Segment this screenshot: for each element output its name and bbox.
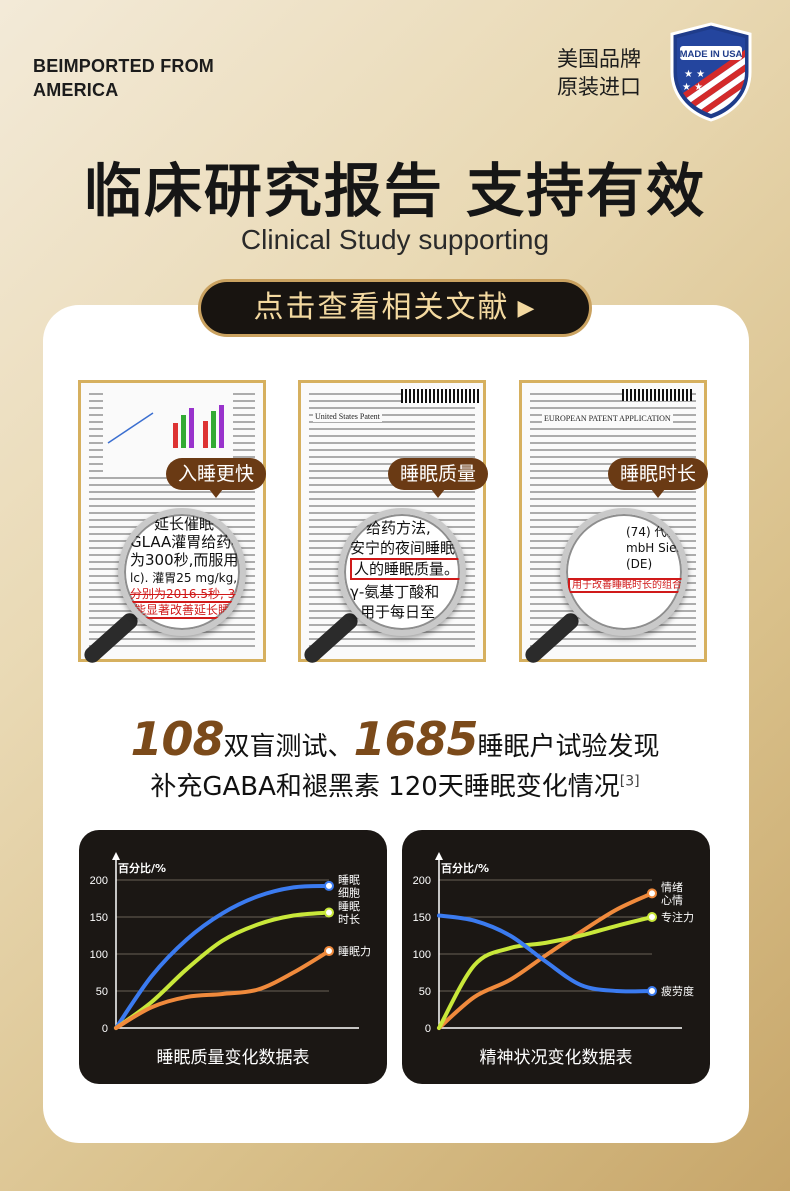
reference-marker: [3] (619, 773, 640, 790)
y-axis-arrow (112, 852, 120, 860)
y-tick-label: 100 (413, 949, 431, 961)
series-label: 睡眠 (338, 900, 360, 913)
subheadline: Clinical Study supporting (240, 224, 550, 255)
lens-line: 分别为2016.5秒, 3000秒 (130, 587, 243, 601)
svg-text:★ ★: ★ ★ (684, 69, 705, 80)
barcode-icon (622, 389, 692, 401)
lens-line: γ-氨基丁酸和 (350, 583, 440, 601)
badge-text: MADE IN USA (680, 49, 743, 60)
origin-text: 美国品牌 原装进口 (557, 45, 641, 101)
chart-title: 精神状况变化数据表 (479, 1048, 633, 1068)
magnifier-lens-1: 延长催眠 GLAA灌胃给药4 为300秒,而服用25 lc). 灌胃25 mg/… (118, 508, 246, 636)
y-axis-arrow (435, 852, 443, 860)
y-axis-label: 百分比/% (441, 861, 489, 875)
series-line (114, 883, 331, 1030)
magnifier-lens-2: 给药方法, 安宁的夜间睡眠 人的睡眠质量。 γ-氨基丁酸和 用于每日至 (338, 508, 466, 636)
lens-line: 用于每日至 (360, 603, 436, 621)
series-end-point (324, 880, 334, 891)
cn-line-2: 原装进口 (557, 75, 641, 99)
study-stats-line: 108双盲测试、1685睡眠户试验发现 (0, 712, 790, 766)
y-tick-label: 150 (90, 912, 108, 924)
series-label: 心情 (661, 894, 683, 907)
series-end-point (324, 946, 334, 957)
made-in-usa-shield-icon: ★ ★ ★ ★ MADE IN USA (670, 22, 752, 122)
series-end-point (324, 907, 334, 918)
lens-line: 给药方法, (366, 519, 431, 537)
double-blind-text: 双盲测试、 (223, 732, 354, 762)
lens-line: 为300秒,而服用25 (130, 551, 246, 569)
y-tick-label: 150 (413, 912, 431, 924)
headline: 临床研究报告 支持有效 (83, 157, 707, 225)
series-label: 时长 (338, 913, 360, 926)
y-tick-label: 0 (102, 1023, 108, 1035)
series-end-point (647, 888, 657, 899)
cn-line-1: 美国品牌 (557, 47, 641, 71)
lens-line: 延长催眠 (154, 515, 215, 533)
tag-sleep-duration: 睡眠时长 (608, 458, 709, 498)
participant-text: 睡眠户试验发现 (477, 732, 660, 762)
document-header: United States Patent (313, 411, 382, 422)
summary-text: 补充GABA和褪黑素 120天睡眠变化情况 (150, 772, 620, 802)
lens-highlight: 用于改善睡眠时长的组合物 (568, 578, 682, 593)
series-label: 疲劳度 (661, 984, 694, 998)
participant-count: 1685 (353, 712, 479, 766)
y-tick-label: 0 (425, 1023, 431, 1035)
magnifier-lens-3: (74) 代表: mbH Sieberts (DE) 用于改善睡眠时长的组合物 (560, 508, 688, 636)
barcode-icon (401, 389, 481, 403)
series-label: 睡眠 (338, 873, 360, 886)
series-end-point (647, 986, 657, 996)
lens-line: mbH Sieberts (626, 541, 685, 555)
lens-line: (DE) (626, 557, 653, 571)
tag-faster-sleep: 入睡更快 (166, 458, 267, 498)
play-arrow-icon: ▶ (517, 296, 537, 321)
mental-state-chart: 0 50 100 150 200 百分比/% 情绪 心情专注力疲劳度 精神状况变化数据表 (402, 830, 710, 1084)
view-literature-label: 点击查看相关文献 (253, 290, 510, 325)
document-header: EUROPEAN PATENT APPLICATION (542, 413, 673, 424)
en-line-2: AMERICA (33, 80, 119, 100)
y-tick-label: 100 (90, 949, 108, 961)
en-line-1: BEIMPORTED FROM (33, 56, 214, 76)
sleep-quality-chart: 0 50 100 150 200 百分比/% 睡眠 细胞 睡眠 时长 睡眠力 睡眠质量变化数据表 (79, 830, 387, 1084)
imported-from-america-text: BEIMPORTED FROM AMERICA (33, 54, 214, 102)
series-line (114, 949, 331, 1030)
lens-line: lc). 灌胃25 mg/kg, 50 mg (130, 571, 240, 585)
series-label: 专注力 (661, 910, 694, 924)
series-label: 睡眠力 (338, 945, 371, 958)
lens-highlight: 人的睡眠质量。 (350, 558, 460, 580)
series-line (437, 891, 654, 1030)
lens-highlight: 能显著改善延长睡眠时间。 (130, 601, 240, 619)
series-label: 细胞 (338, 886, 360, 899)
lens-line: GLAA灌胃给药4 (130, 533, 241, 551)
chart-title: 睡眠质量变化数据表 (156, 1048, 310, 1068)
lens-line: (74) 代表: (626, 525, 683, 539)
svg-text:★ ★: ★ ★ (682, 82, 703, 93)
study-summary-line: 补充GABA和褪黑素 120天睡眠变化情况[3] (0, 766, 790, 803)
series-line (114, 910, 331, 1030)
y-tick-label: 200 (413, 875, 431, 887)
tag-sleep-quality: 睡眠质量 (388, 458, 489, 498)
series-line (437, 915, 654, 1030)
y-tick-label: 200 (90, 875, 108, 887)
y-tick-label: 50 (419, 986, 431, 998)
series-label: 情绪 (661, 880, 683, 894)
series-line (437, 913, 654, 994)
double-blind-count: 108 (130, 712, 224, 766)
y-axis-label: 百分比/% (118, 861, 166, 875)
series-end-point (647, 912, 657, 922)
y-tick-label: 50 (96, 986, 108, 998)
lens-line: 安宁的夜间睡眠 (350, 539, 456, 557)
view-literature-button[interactable]: 点击查看相关文献 ▶ (201, 282, 589, 334)
